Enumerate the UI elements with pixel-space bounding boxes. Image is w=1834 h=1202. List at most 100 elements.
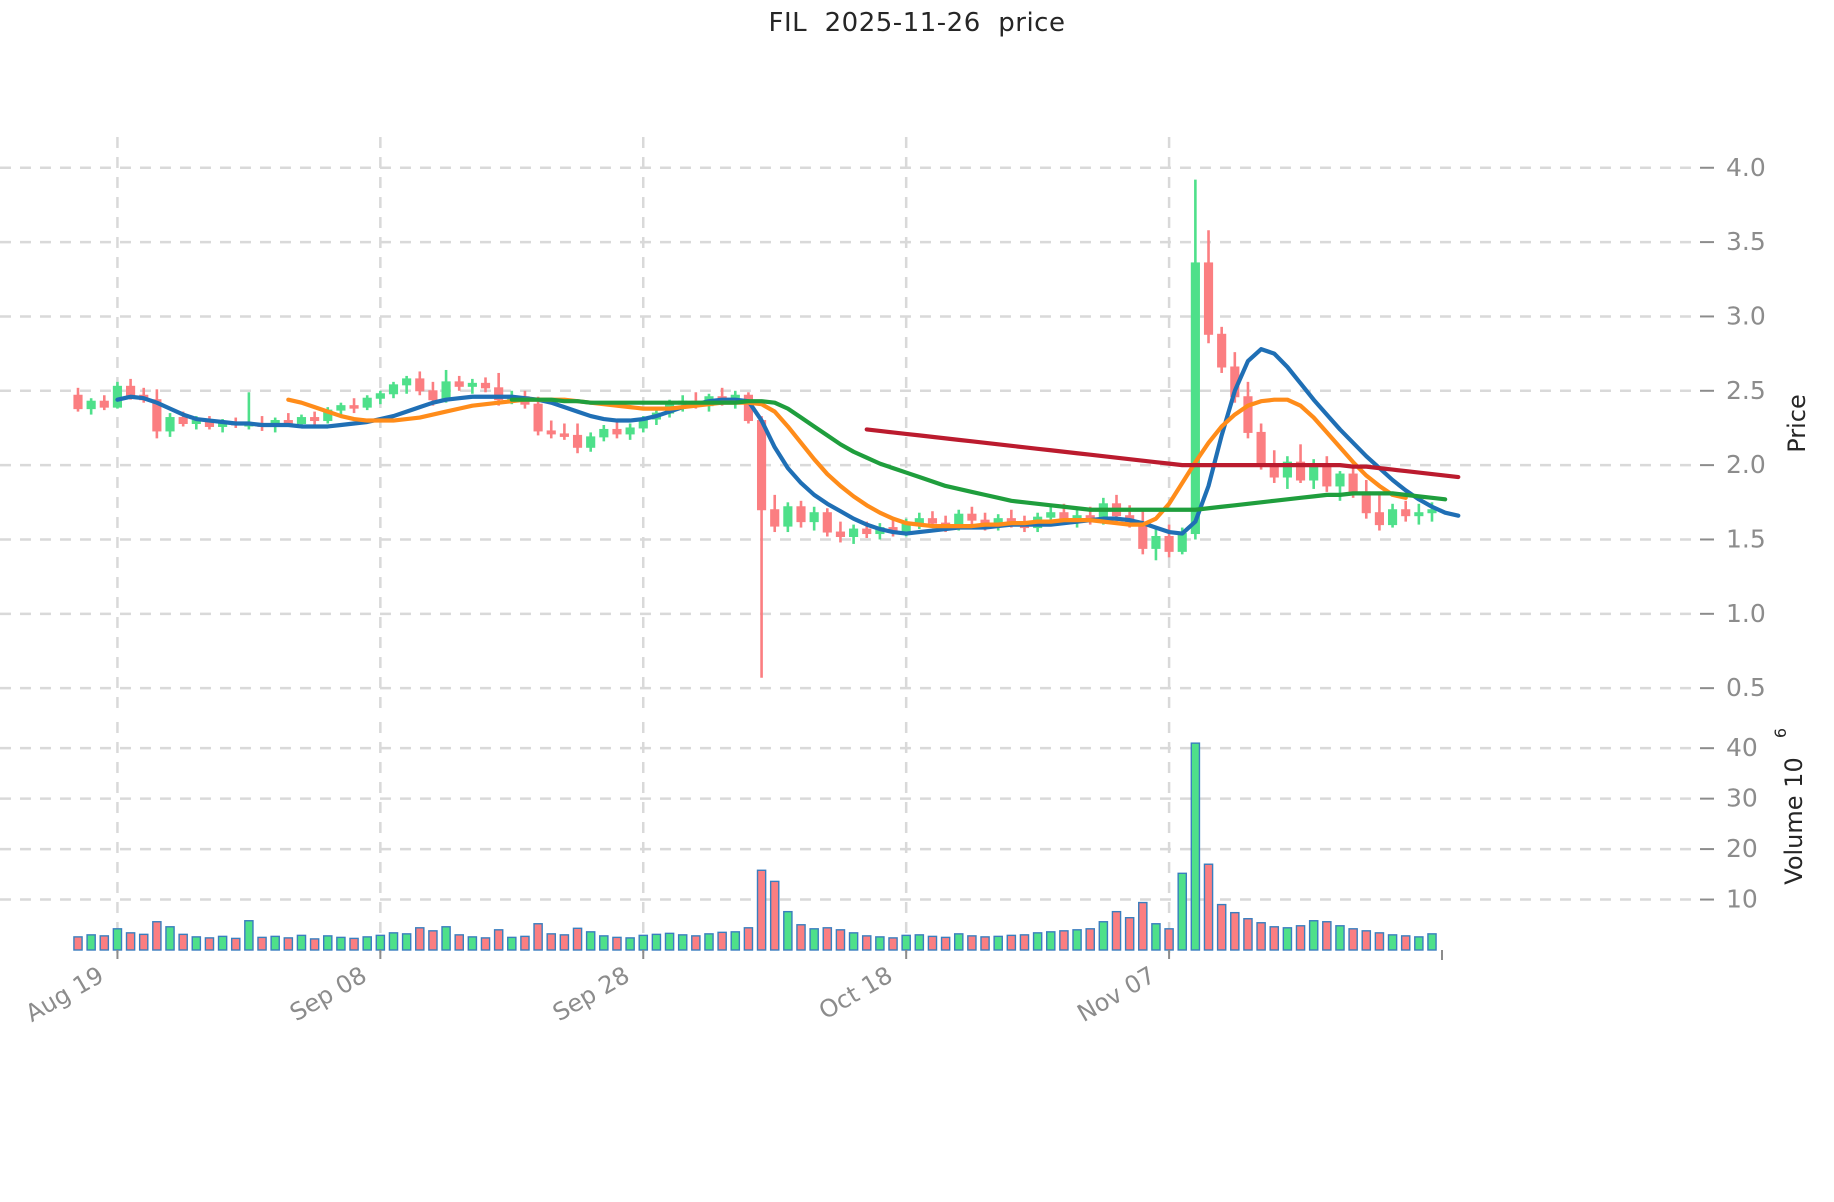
price-axis-name: Price xyxy=(1783,394,1811,453)
volume-bar xyxy=(1243,918,1253,951)
x-axis: Aug 19 Sep 08 Sep 28 Oct 18 Nov 07 xyxy=(21,950,1443,1028)
volume-bar xyxy=(309,938,320,951)
volume-bar xyxy=(1203,863,1214,951)
volume-bar xyxy=(822,927,833,951)
volume-bar xyxy=(1072,929,1082,951)
candle-body xyxy=(559,433,569,437)
gridlines xyxy=(0,137,1700,956)
volume-bar xyxy=(244,920,254,951)
candle-body xyxy=(310,417,320,422)
volume-bar xyxy=(1230,911,1240,951)
candle-body xyxy=(112,385,123,408)
price-tick-label: 1.5 xyxy=(1726,524,1766,553)
overlay-ma-blue xyxy=(115,347,1461,536)
volume-bar xyxy=(769,880,780,951)
volume-bar xyxy=(1400,935,1411,951)
candle-body xyxy=(296,417,307,425)
volume-bar xyxy=(1164,928,1174,951)
candle-body xyxy=(428,390,438,401)
candle-body xyxy=(599,428,609,438)
candle-body xyxy=(572,434,583,448)
volume-bar xyxy=(704,933,714,951)
volume-bar xyxy=(1032,932,1043,951)
candle-body xyxy=(1309,464,1319,481)
volume-bar xyxy=(1190,742,1201,951)
candle-body xyxy=(1295,461,1306,481)
volume-bar xyxy=(980,936,990,951)
volume-bar xyxy=(230,937,241,951)
volume-bar xyxy=(1151,923,1161,951)
volume-tick-label: 20 xyxy=(1726,834,1758,863)
volume-bar xyxy=(1322,921,1332,951)
candle-body xyxy=(73,394,83,410)
volume-bar xyxy=(112,928,123,951)
volume-bar xyxy=(1335,925,1345,951)
volume-bar xyxy=(730,931,741,951)
candle-body xyxy=(375,393,385,399)
candle-body xyxy=(1164,536,1174,552)
volume-bar xyxy=(993,935,1003,951)
volume-tick-label: 40 xyxy=(1726,733,1758,762)
candle-body xyxy=(336,405,346,411)
x-tick-label: Nov 07 xyxy=(1072,961,1160,1028)
candle-body xyxy=(862,528,872,535)
volume-bar xyxy=(888,937,898,951)
candle-body xyxy=(362,397,372,408)
candle-body xyxy=(546,430,556,435)
candle-body xyxy=(1243,396,1253,433)
volume-bar xyxy=(375,934,386,951)
volume-bar xyxy=(875,936,885,951)
volume-bar xyxy=(1124,917,1135,951)
candle-body xyxy=(99,400,109,408)
overlay-lines xyxy=(115,347,1461,536)
volume-bar xyxy=(401,933,412,951)
volume-bar xyxy=(322,935,333,951)
candlestick-series xyxy=(73,179,1437,678)
overlay-ma-orange xyxy=(286,397,1408,529)
volume-bar xyxy=(1019,934,1030,951)
volume-bar xyxy=(914,934,925,951)
volume-bar xyxy=(388,932,399,951)
price-tick-label: 2.5 xyxy=(1726,376,1766,405)
candle-body xyxy=(796,506,806,523)
volume-bar xyxy=(507,936,517,951)
candle-body xyxy=(770,509,780,527)
volume-bar xyxy=(940,936,951,951)
volume-bar xyxy=(204,937,215,951)
candle-body xyxy=(1177,533,1187,552)
volume-bar xyxy=(1046,931,1056,951)
volume-tick-label: 30 xyxy=(1726,784,1758,813)
candle-body xyxy=(152,399,162,432)
volume-bar xyxy=(546,933,557,951)
volume-bar xyxy=(612,936,622,951)
volume-bar xyxy=(783,910,793,951)
volume-bar xyxy=(927,935,938,951)
candle-body xyxy=(1427,509,1437,514)
volume-bar xyxy=(349,937,359,951)
candle-body xyxy=(967,513,977,521)
volume-bar xyxy=(1138,901,1148,951)
candle-body xyxy=(178,417,188,425)
candle-body xyxy=(454,381,464,387)
volume-bar xyxy=(99,935,110,951)
candle-body xyxy=(1256,431,1266,466)
volume-bar xyxy=(441,926,451,951)
volume-bar xyxy=(717,931,727,951)
volume-bar xyxy=(1295,925,1306,951)
candle-body xyxy=(402,378,412,386)
price-tick-label: 3.0 xyxy=(1726,301,1766,330)
x-tick-label: Oct 18 xyxy=(814,961,897,1025)
candle-body xyxy=(612,428,622,435)
volume-bar xyxy=(835,929,846,951)
volume-bar xyxy=(125,932,136,951)
candle-body xyxy=(415,378,425,392)
candle-body xyxy=(1401,509,1411,517)
volume-axis-name: Volume 10 xyxy=(1780,757,1808,884)
candle-body xyxy=(849,528,859,538)
volume-bar xyxy=(1427,933,1437,951)
candle-body xyxy=(927,518,938,524)
candle-body xyxy=(1348,473,1358,493)
volume-bar xyxy=(191,936,202,951)
candle-body xyxy=(835,531,846,538)
candle-body xyxy=(1046,512,1056,518)
